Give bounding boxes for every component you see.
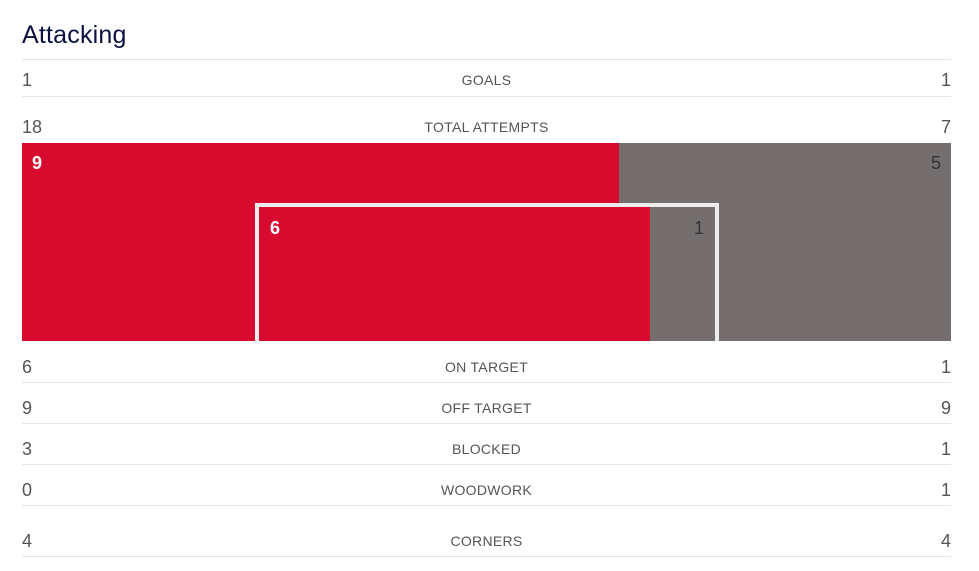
corners-label: CORNERS bbox=[450, 533, 523, 549]
divider bbox=[22, 423, 951, 424]
away-on-target-value: 1 bbox=[940, 357, 951, 377]
stat-row-goals: 1 GOALS 1 bbox=[22, 60, 951, 96]
away-off-target-value: 9 bbox=[940, 398, 951, 418]
home-goals-value: 1 bbox=[22, 70, 33, 90]
stat-row-corners: 4 CORNERS 4 bbox=[22, 506, 951, 556]
inside-box-home-bar: 6 bbox=[259, 207, 650, 341]
inside-box-away-bar: 1 bbox=[650, 207, 715, 341]
home-woodwork-value: 0 bbox=[22, 480, 33, 500]
divider bbox=[22, 96, 951, 97]
stat-row-off-target: 9 OFF TARGET 9 bbox=[22, 383, 951, 423]
attempts-chart: 9 5 6 1 bbox=[22, 143, 951, 341]
inside-box-away-value: 1 bbox=[693, 218, 704, 238]
away-corners-value: 4 bbox=[940, 531, 951, 551]
away-blocked-value: 1 bbox=[940, 439, 951, 459]
section-title: Attacking bbox=[22, 21, 127, 49]
stat-row-total-attempts: 18 TOTAL ATTEMPTS 7 bbox=[22, 108, 951, 142]
outside-box-away-value: 5 bbox=[930, 153, 941, 173]
stat-row-on-target: 6 ON TARGET 1 bbox=[22, 343, 951, 382]
home-on-target-value: 6 bbox=[22, 357, 33, 377]
away-woodwork-value: 1 bbox=[940, 480, 951, 500]
outside-box-home-value: 9 bbox=[32, 153, 43, 173]
home-blocked-value: 3 bbox=[22, 439, 33, 459]
penalty-box-outline: 6 1 bbox=[255, 203, 719, 341]
divider bbox=[22, 382, 951, 383]
home-total-attempts-value: 18 bbox=[22, 117, 43, 137]
divider bbox=[22, 505, 951, 506]
woodwork-label: WOODWORK bbox=[440, 482, 533, 498]
blocked-label: BLOCKED bbox=[451, 441, 521, 457]
stat-row-woodwork: 0 WOODWORK 1 bbox=[22, 465, 951, 505]
home-off-target-value: 9 bbox=[22, 398, 33, 418]
on-target-label: ON TARGET bbox=[444, 359, 529, 375]
away-goals-value: 1 bbox=[940, 70, 951, 90]
inside-box-home-value: 6 bbox=[270, 218, 281, 238]
divider bbox=[22, 59, 951, 60]
total-attempts-label: TOTAL ATTEMPTS bbox=[424, 119, 549, 135]
away-total-attempts-value: 7 bbox=[940, 117, 951, 137]
stat-row-blocked: 3 BLOCKED 1 bbox=[22, 424, 951, 464]
off-target-label: OFF TARGET bbox=[441, 400, 532, 416]
divider bbox=[22, 464, 951, 465]
home-corners-value: 4 bbox=[22, 531, 33, 551]
goals-label: GOALS bbox=[461, 72, 512, 88]
divider bbox=[22, 556, 951, 557]
